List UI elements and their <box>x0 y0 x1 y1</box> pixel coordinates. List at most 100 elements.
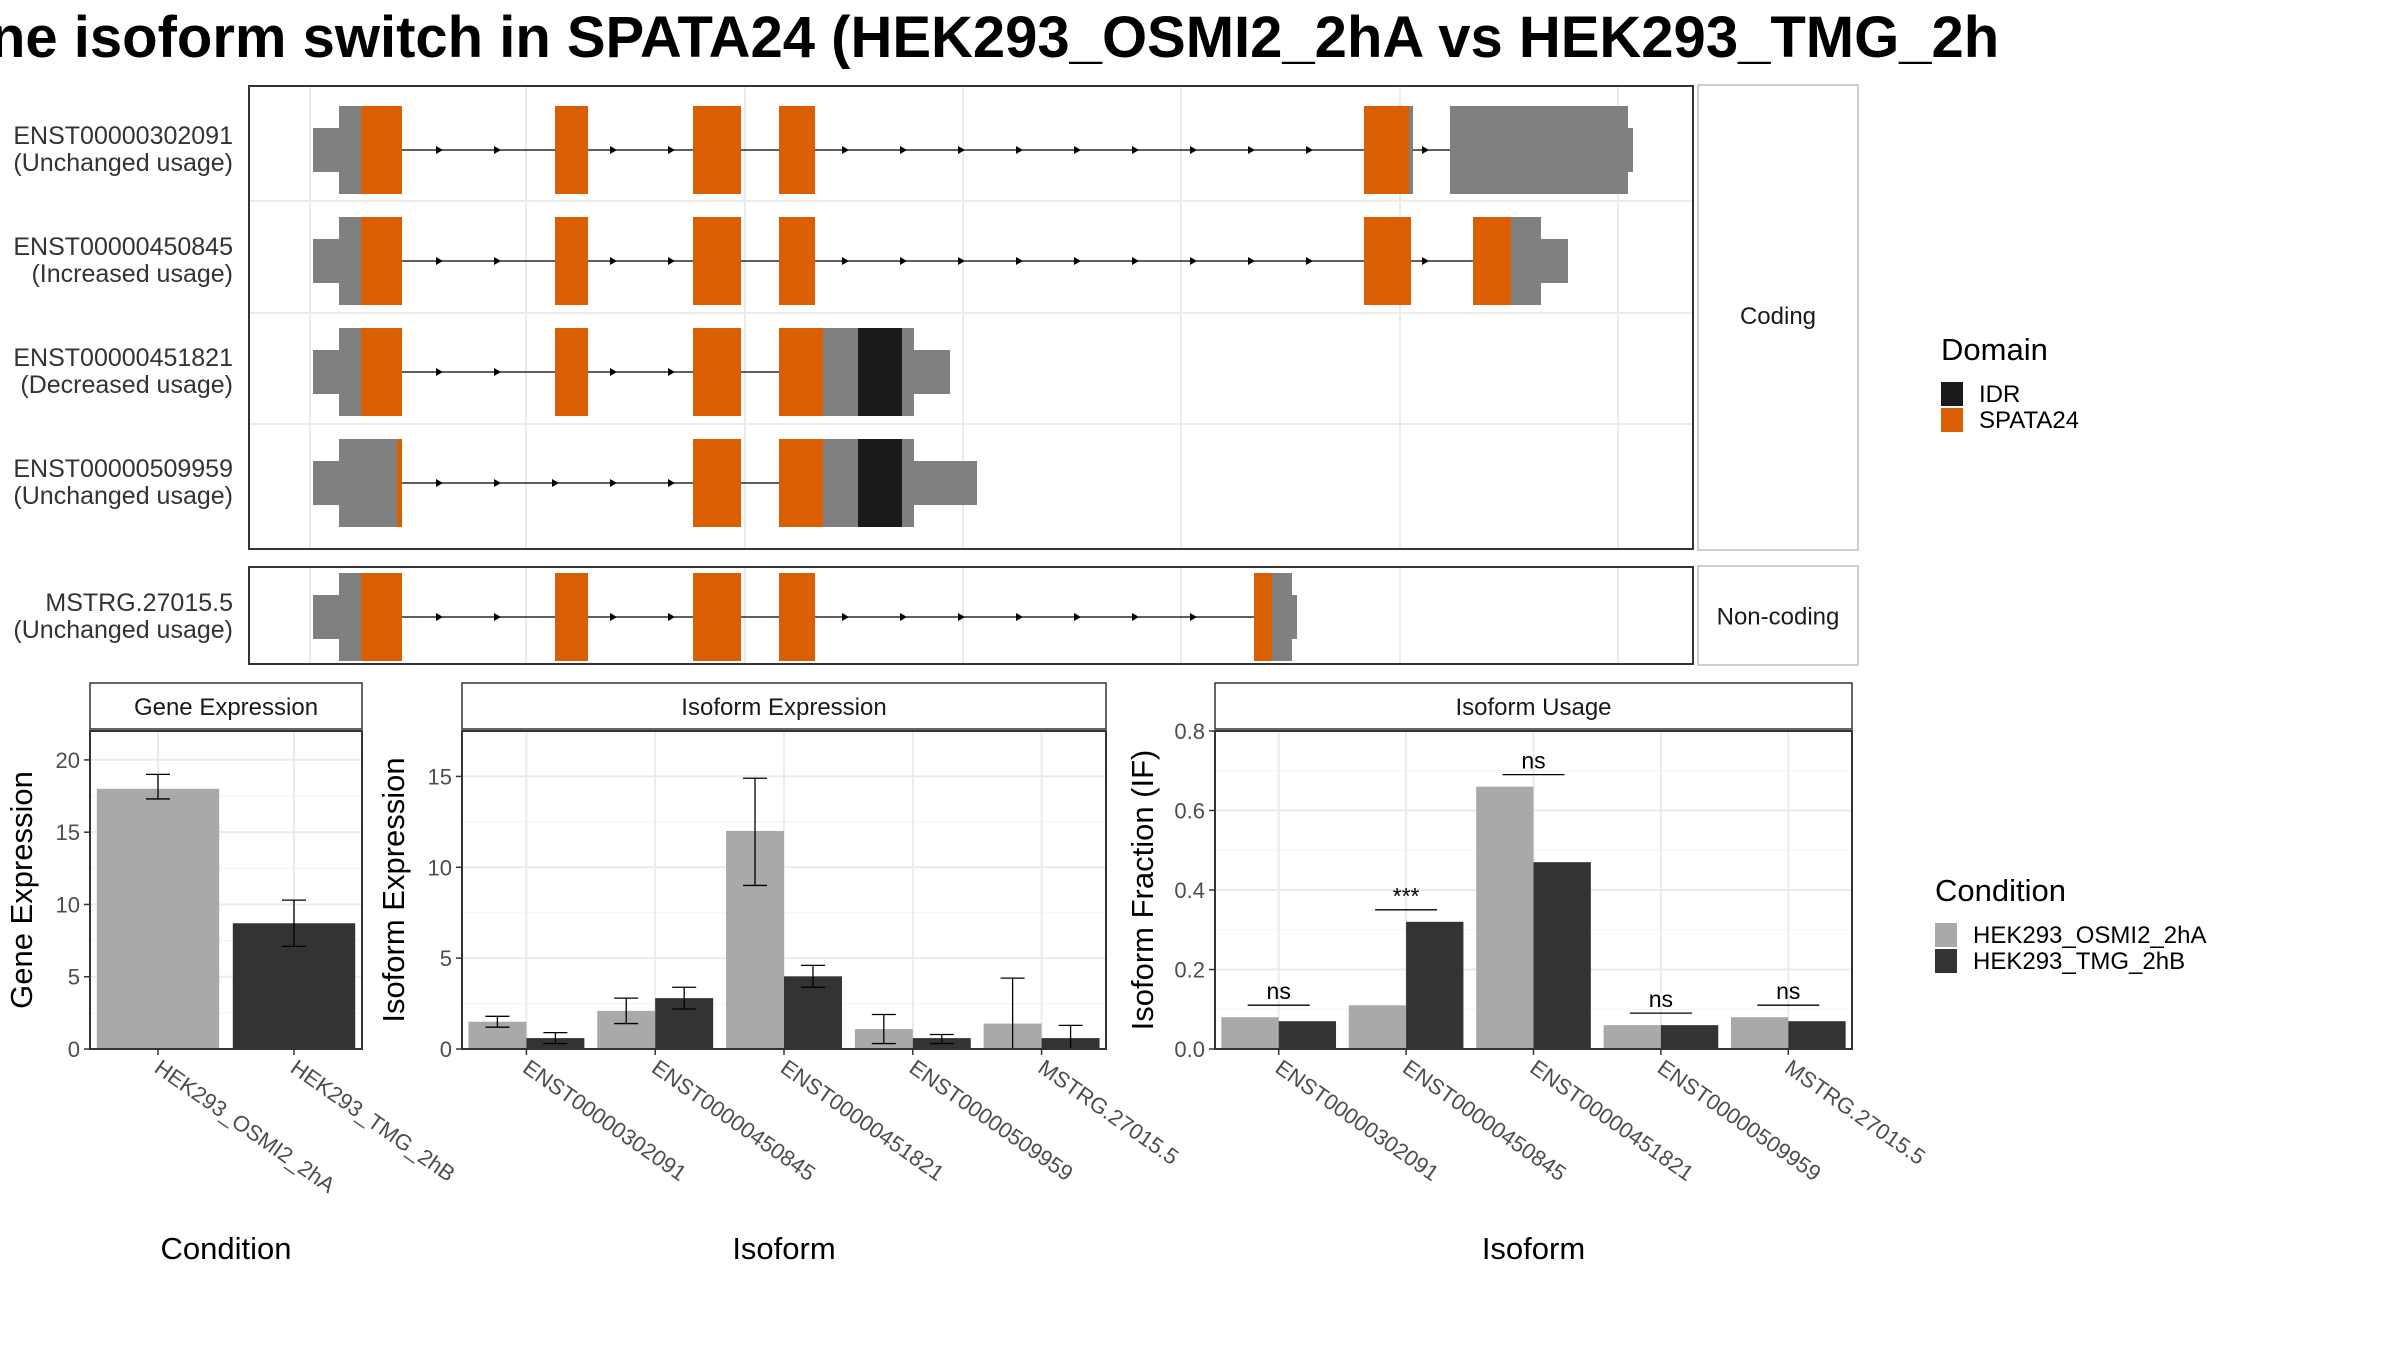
bar-chart-gene-expression: Gene Expression05101520HEK293_OSMI2_2hAH… <box>4 682 460 1266</box>
spata24-domain-block <box>361 217 402 305</box>
x-axis-title: Isoform <box>1482 1231 1585 1266</box>
legend-title: Condition <box>1935 873 2066 908</box>
y-axis-title: Isoform Fraction (IF) <box>1125 750 1160 1031</box>
spata24-domain-block <box>361 573 402 661</box>
y-tick-label: 5 <box>440 946 452 971</box>
utr-block <box>902 439 914 527</box>
intron-arrow <box>1248 257 1255 265</box>
bar <box>1278 1021 1337 1049</box>
utr-block <box>823 439 858 527</box>
isoform-track <box>313 106 1633 194</box>
intron-arrow <box>668 479 675 487</box>
chart-strip <box>89 682 363 730</box>
intron-arrow <box>436 257 443 265</box>
spata24-domain-block <box>555 573 588 661</box>
panel-strip-label: Non-coding <box>1717 604 1840 631</box>
spata24-domain-block <box>1364 217 1411 305</box>
bar-charts: Gene Expression05101520HEK293_OSMI2_2hAH… <box>4 682 1930 1266</box>
chart-title: Isoform Usage <box>1455 694 1611 721</box>
spata24-domain-block <box>361 106 402 194</box>
x-axis-title: Isoform <box>732 1231 835 1266</box>
spata24-domain-block <box>779 573 815 661</box>
utr-block <box>1450 106 1628 194</box>
isoform-usage-label: (Unchanged usage) <box>13 482 233 510</box>
intron-arrow <box>1074 613 1081 621</box>
intron-arrow <box>1190 257 1197 265</box>
y-tick-label: 0.0 <box>1174 1037 1205 1062</box>
isoform-id-label: MSTRG.27015.5 <box>45 589 233 617</box>
utr-block <box>1628 128 1633 172</box>
y-axis-title: Gene Expression <box>4 771 39 1009</box>
intron-arrow <box>494 146 501 154</box>
isoform-usage-label: (Unchanged usage) <box>13 149 233 177</box>
spata24-domain-block <box>1473 217 1511 305</box>
intron-arrow <box>610 368 617 376</box>
y-tick-label: 10 <box>56 892 80 917</box>
intron-arrow <box>958 613 965 621</box>
spata24-domain-block <box>693 106 741 194</box>
utr-block <box>339 217 361 305</box>
bar-chart-isoform-expression: Isoform Expression051015ENST00000302091E… <box>376 682 1183 1266</box>
significance-label: ns <box>1521 748 1545 774</box>
intron-arrow <box>494 613 501 621</box>
y-tick-label: 0.8 <box>1174 719 1205 744</box>
significance-label: *** <box>1393 883 1420 909</box>
intron-arrow <box>436 368 443 376</box>
utr-block <box>313 350 339 394</box>
bar <box>1406 921 1464 1049</box>
utr-block <box>1511 217 1541 305</box>
y-tick-label: 15 <box>428 764 452 789</box>
intron-arrow <box>1190 146 1197 154</box>
utr-block <box>1409 106 1413 194</box>
y-tick-label: 0 <box>440 1037 452 1062</box>
intron-arrow <box>436 613 443 621</box>
intron-arrow <box>668 368 675 376</box>
spata24-domain-block <box>1364 106 1409 194</box>
utr-block <box>339 573 361 661</box>
intron-arrow <box>900 257 907 265</box>
legend-key <box>1935 949 1957 973</box>
intron-arrow <box>436 146 443 154</box>
utr-block <box>902 328 914 416</box>
intron-arrow <box>494 479 501 487</box>
spata24-domain-block <box>397 439 402 527</box>
structure-panel-non-coding: Non-coding <box>248 565 1859 666</box>
intron-arrow <box>552 479 559 487</box>
utr-block <box>313 239 339 283</box>
y-tick-label: 15 <box>56 820 80 845</box>
figure-title: ne isoform switch in SPATA24 (HEK293_OSM… <box>0 5 1999 70</box>
bar <box>1660 1025 1719 1049</box>
isoform-track <box>313 439 977 527</box>
isoform-id-label: ENST00000450845 <box>13 233 233 261</box>
bar <box>784 976 842 1049</box>
idr-domain-block <box>858 328 902 416</box>
legend-label: HEK293_TMG_2hB <box>1973 948 2185 975</box>
significance-label: ns <box>1776 978 1800 1004</box>
intron-arrow <box>958 146 965 154</box>
isoform-usage-label: (Unchanged usage) <box>13 616 233 644</box>
intron-arrow <box>900 613 907 621</box>
utr-block <box>313 461 339 505</box>
intron-arrow <box>610 613 617 621</box>
legend-label: HEK293_OSMI2_2hA <box>1973 922 2206 949</box>
y-tick-label: 20 <box>56 748 80 773</box>
intron-arrow <box>1248 146 1255 154</box>
intron-arrow <box>1132 146 1139 154</box>
bar <box>1221 1017 1279 1049</box>
isoform-track <box>313 328 950 416</box>
legend-label: SPATA24 <box>1979 407 2079 434</box>
y-tick-label: 0.2 <box>1174 958 1205 983</box>
bar <box>1788 1021 1846 1049</box>
spata24-domain-block <box>779 217 815 305</box>
intron-arrow <box>1422 146 1429 154</box>
intron-arrow <box>1016 613 1023 621</box>
y-tick-label: 0.4 <box>1174 878 1205 903</box>
y-tick-label: 10 <box>428 855 452 880</box>
isoform-track <box>313 217 1568 305</box>
intron-arrow <box>1074 257 1081 265</box>
isoform-usage-label: (Increased usage) <box>31 260 233 288</box>
